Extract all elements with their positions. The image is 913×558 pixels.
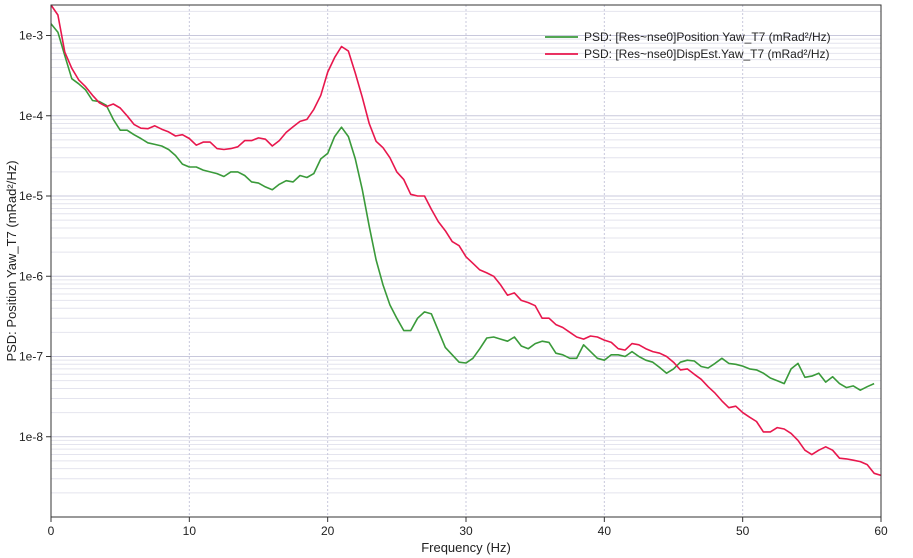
grid — [51, 5, 881, 518]
y-tick-label: 1e-8 — [19, 430, 43, 444]
x-tick-label: 50 — [736, 524, 750, 538]
legend-label-2: PSD: [Res~nse0]DispEst.Yaw_T7 (mRad²/Hz) — [584, 47, 830, 61]
legend: PSD: [Res~nse0]Position Yaw_T7 (mRad²/Hz… — [545, 30, 831, 61]
x-tick-label: 20 — [321, 524, 335, 538]
x-axis: 0 10 20 30 40 50 60 — [48, 517, 888, 538]
x-tick-label: 10 — [183, 524, 197, 538]
x-tick-label: 40 — [598, 524, 612, 538]
y-tick-label: 1e-7 — [19, 350, 43, 364]
series-line-2 — [50, 4, 882, 477]
y-tick-label: 1e-6 — [19, 269, 43, 283]
series-layer — [50, 4, 882, 477]
y-axis-title: PSD: Position Yaw_T7 (mRad²/Hz) — [4, 160, 19, 361]
legend-label-1: PSD: [Res~nse0]Position Yaw_T7 (mRad²/Hz… — [584, 30, 831, 44]
x-tick-label: 0 — [48, 524, 55, 538]
y-tick-label: 1e-5 — [19, 189, 43, 203]
y-tick-label: 1e-4 — [19, 109, 43, 123]
x-tick-label: 30 — [459, 524, 473, 538]
x-axis-title: Frequency (Hz) — [421, 540, 511, 555]
x-tick-label: 60 — [874, 524, 888, 538]
y-axis: 1e-3 1e-4 1e-5 1e-6 1e-7 1e-8 — [19, 29, 51, 444]
y-tick-label: 1e-3 — [19, 29, 43, 43]
series-line-1 — [50, 23, 875, 392]
